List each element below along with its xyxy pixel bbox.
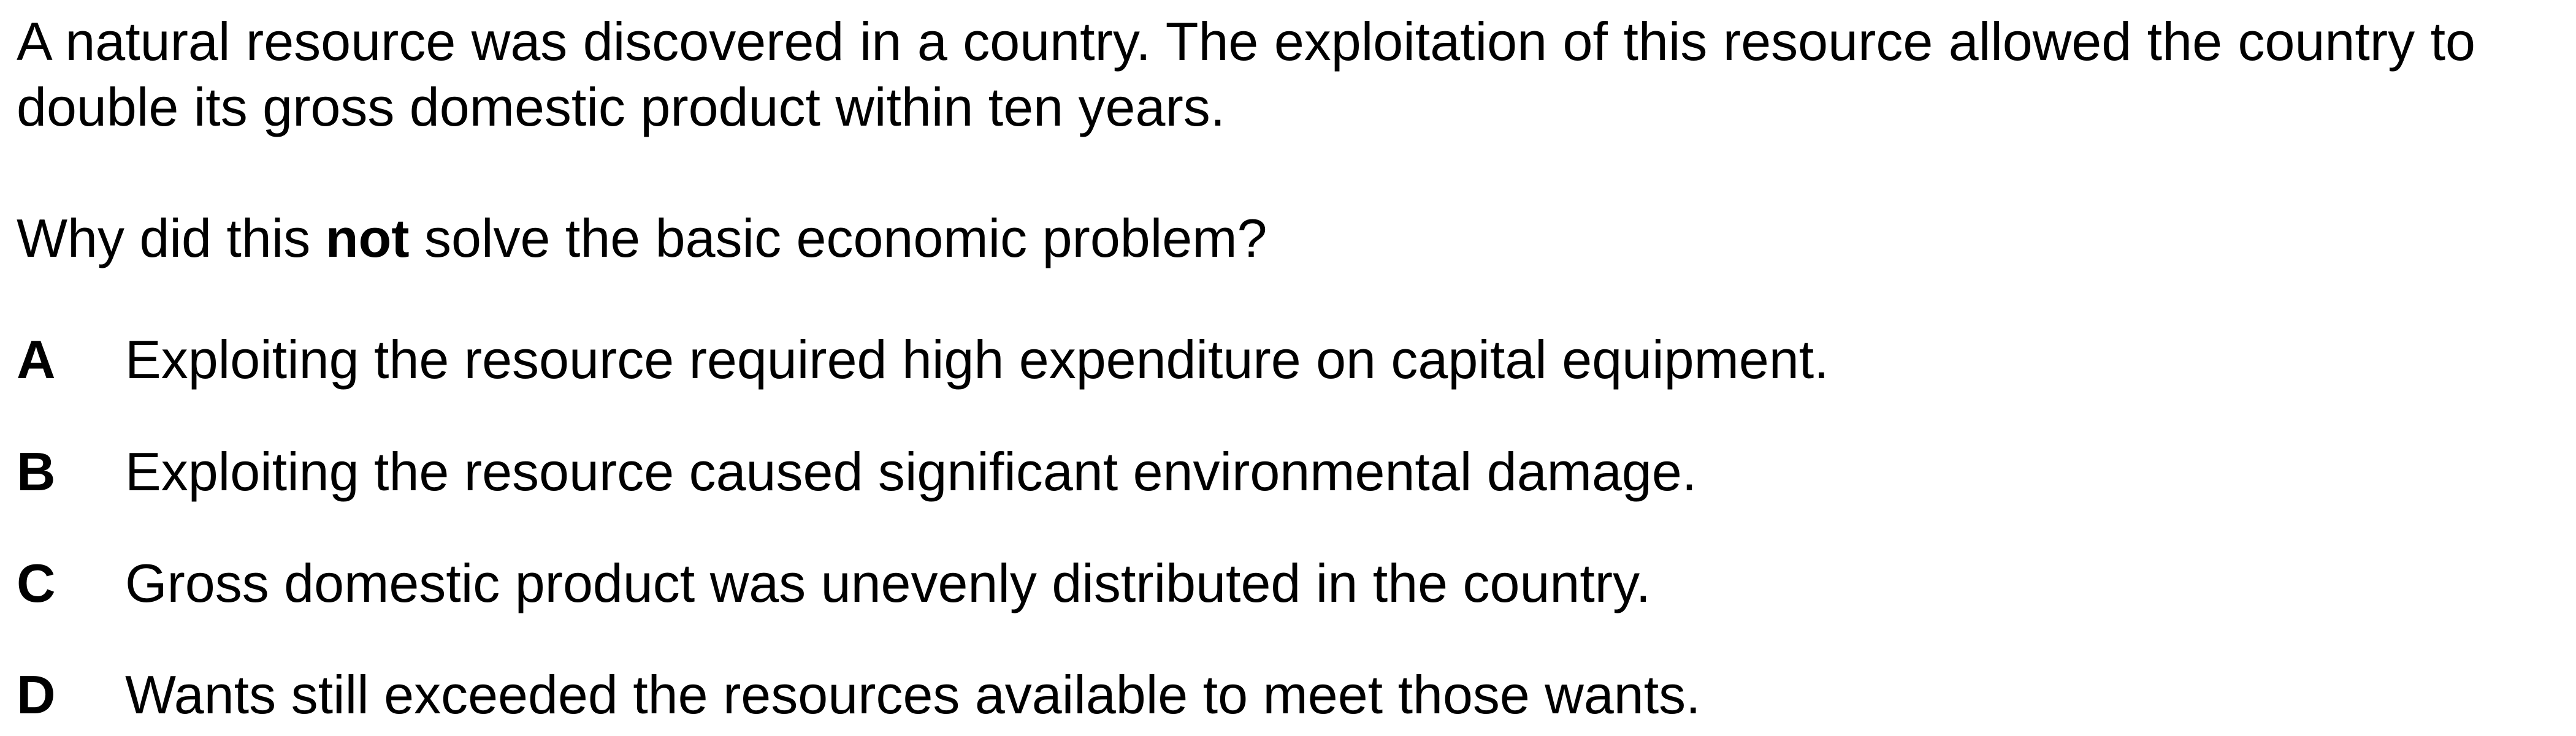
option-letter: B [17,441,56,502]
question-text-after: solve the basic economic problem? [409,208,1267,268]
question-prompt: Why did this not solve the basic economi… [17,205,1267,271]
option-letter: A [17,329,56,390]
option-text: Gross domestic product was unevenly dist… [125,553,1651,613]
option-text: Wants still exceeded the resources avail… [125,664,1701,725]
question-text-before: Why did this [17,208,326,268]
option-text: Exploiting the resource required high ex… [125,329,1829,390]
option-b[interactable]: B Exploiting the resource caused signific… [17,439,1697,504]
option-text: Exploiting the resource caused significa… [125,441,1697,502]
option-c[interactable]: C Gross domestic product was unevenly dis… [17,550,1651,616]
question-stem: A natural resource was discovered in a c… [17,11,2475,137]
option-letter: D [17,664,56,725]
option-letter: C [17,553,56,613]
option-d[interactable]: D Wants still exceeded the resources avai… [17,662,1701,727]
option-a[interactable]: A Exploiting the resource required high e… [17,327,1829,392]
question-emphasis: not [325,208,410,268]
